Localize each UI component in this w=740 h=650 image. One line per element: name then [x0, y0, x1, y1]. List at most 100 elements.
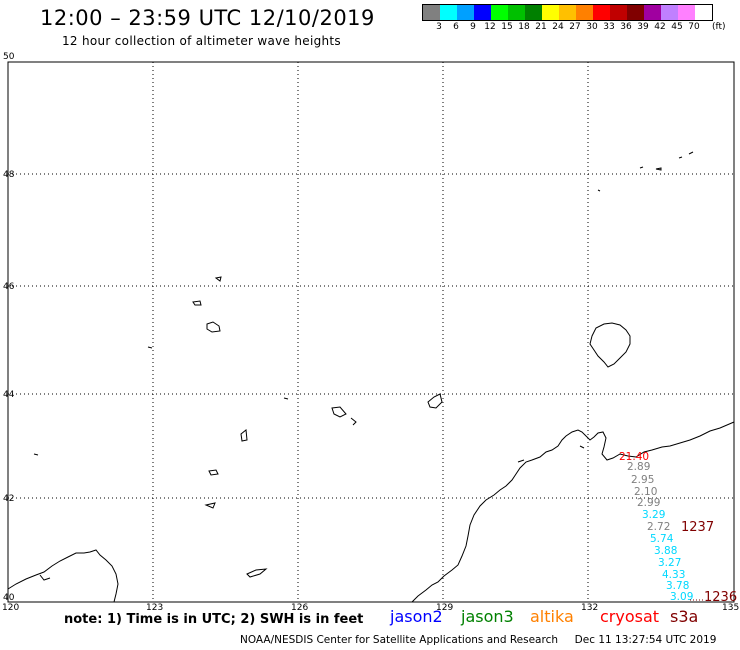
satellite-label-s3a: s3a: [670, 607, 699, 626]
legend-tick-label: 36: [620, 22, 632, 32]
lon-label-135: 135: [722, 603, 739, 613]
mainland-coastline: [411, 421, 735, 603]
legend-tick-label: 45: [671, 22, 683, 32]
lat-label-48: 48: [3, 170, 15, 180]
wave-height-reading: 21.40: [619, 451, 649, 463]
wave-height-readings: 21.40 2.89 2.95 2.10 2.99 3.29 2.72 5.74…: [619, 451, 693, 603]
legend-tick-label: 39: [637, 22, 649, 32]
legend-color-swatch: [610, 5, 627, 20]
legend-tick-label: 12: [484, 22, 496, 32]
lat-label-44: 44: [3, 390, 15, 400]
legend-color-swatch: [508, 5, 525, 20]
color-scale-legend: [422, 4, 713, 21]
satellite-label-altika: altika: [530, 607, 574, 626]
lake-outline: [331, 406, 347, 418]
legend-tick-label: 3: [436, 22, 442, 32]
legend-tick-label: 27: [569, 22, 581, 32]
legend-color-swatch: [457, 5, 474, 20]
island-fragment: [517, 459, 525, 463]
island-fragment: [597, 189, 601, 192]
wave-height-reading: 2.72: [647, 521, 670, 533]
lon-label-123: 123: [146, 603, 163, 613]
legend-color-swatch: [440, 5, 457, 20]
lake-outline: [240, 429, 248, 442]
wave-height-reading: 3.78: [666, 580, 689, 592]
legend-tick-label: 70: [688, 22, 700, 32]
island-fragment: [639, 166, 644, 169]
legend-color-swatch: [491, 5, 508, 20]
legend-color-swatch: [678, 5, 695, 20]
legend-color-swatch: [661, 5, 678, 20]
legend-unit-label: (ft): [712, 22, 726, 32]
legend-color-swatch: [542, 5, 559, 20]
coast-detail: [39, 574, 51, 581]
lake-outline: [206, 321, 221, 333]
lake-outline: [427, 393, 443, 409]
pass-time-label: 1237: [681, 520, 714, 535]
map-title: 12:00 – 23:59 UTC 12/10/2019: [40, 6, 375, 30]
legend-color-swatch: [593, 5, 610, 20]
lake-outline: [246, 568, 268, 578]
color-scale-labels: 3 6 9 12 15 18 21 24 27 30 33 36 39 42 45 70: [422, 22, 740, 34]
legend-tick-label: 15: [501, 22, 513, 32]
lon-label-129: 129: [436, 603, 453, 613]
lon-label-126: 126: [291, 603, 308, 613]
map-subtitle: 12 hour collection of altimeter wave hei…: [62, 34, 341, 48]
legend-tick-label: 30: [586, 22, 598, 32]
wave-height-reading: 2.95: [631, 474, 654, 486]
legend-color-swatch: [559, 5, 576, 20]
legend-color-swatch: [576, 5, 593, 20]
lat-label-42: 42: [3, 494, 14, 504]
lon-label-132: 132: [581, 603, 598, 613]
island-fragment: [579, 445, 585, 449]
lat-label-40: 40: [3, 593, 15, 603]
wave-height-reading: 5.74: [650, 533, 674, 545]
wave-height-reading: 2.99: [637, 497, 660, 509]
legend-tick-label: 18: [518, 22, 530, 32]
legend-color-swatch: [644, 5, 661, 20]
pass-time-label: 1236: [704, 590, 737, 605]
legend-tick-label: 6: [453, 22, 459, 32]
island-fragment: [655, 167, 662, 171]
wave-height-reading: 4.33: [662, 569, 685, 581]
satellite-label-jason2: jason2: [390, 607, 443, 626]
legend-color-swatch: [423, 5, 440, 20]
legend-color-swatch: [474, 5, 491, 20]
lake-outline: [214, 276, 222, 282]
legend-color-swatch: [627, 5, 644, 20]
wave-height-reading: 3.27: [658, 557, 681, 569]
credit-line: NOAA/NESDIS Center for Satellite Applica…: [240, 634, 717, 646]
wave-height-reading: 3.29: [642, 509, 665, 521]
island-fragment: [678, 156, 683, 159]
lake-outline: [204, 502, 216, 509]
legend-tick-label: 42: [654, 22, 666, 32]
latitude-gridlines: [8, 173, 734, 499]
lake-outline: [208, 469, 219, 476]
lat-label-46: 46: [3, 282, 15, 292]
lake-outline: [283, 397, 289, 400]
coastlines: [7, 151, 735, 603]
bohai-coastline: [7, 549, 119, 603]
legend-color-swatch: [525, 5, 542, 20]
wave-height-reading: 3.88: [654, 545, 677, 557]
lake-outline: [192, 300, 202, 306]
satellite-label-jason3: jason3: [461, 607, 514, 626]
lon-label-120: 120: [2, 603, 19, 613]
legend-color-swatch: [695, 5, 712, 20]
satellite-label-cryosat: cryosat: [600, 607, 660, 626]
island-fragment: [688, 151, 694, 155]
legend-tick-label: 24: [552, 22, 564, 32]
island-hokkaido: [589, 322, 631, 368]
units-note: note: 1) Time is in UTC; 2) SWH is in fe…: [64, 612, 364, 627]
wave-height-reading: 2.89: [627, 461, 650, 473]
lake-outline: [350, 417, 357, 426]
longitude-gridlines: [152, 62, 589, 602]
lat-label-50: 50: [3, 52, 15, 62]
lake-outline: [147, 346, 153, 349]
wave-height-reading: 2.10: [634, 486, 657, 498]
legend-tick-label: 21: [535, 22, 547, 32]
legend-tick-label: 33: [603, 22, 615, 32]
lake-outline: [33, 453, 39, 456]
map-frame: [7, 61, 735, 603]
